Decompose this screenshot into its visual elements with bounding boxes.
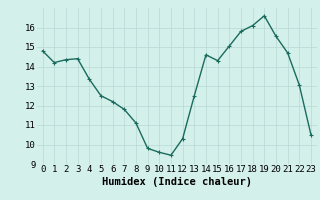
X-axis label: Humidex (Indice chaleur): Humidex (Indice chaleur): [102, 177, 252, 187]
